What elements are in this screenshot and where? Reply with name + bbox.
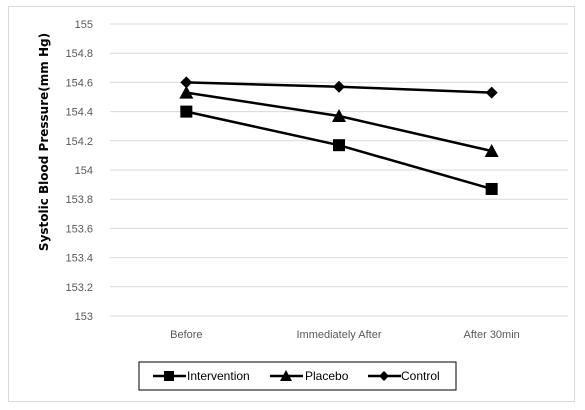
- y-tick-label: 154.2: [65, 136, 93, 148]
- grid-lines: [110, 23, 568, 317]
- x-tick-label: Before: [170, 329, 202, 341]
- y-tick-label: 153.6: [65, 223, 93, 235]
- legend-label-intervention: Intervention: [187, 369, 250, 383]
- y-tick-label: 154.6: [65, 77, 93, 89]
- legend-marker-intervention: [164, 371, 174, 381]
- x-tick-labels: Before Immediately After After 30min: [170, 329, 520, 341]
- legend: Intervention Placebo Control: [138, 361, 457, 391]
- y-axis-label: Systolic Blood Pressure(mm Hg): [37, 33, 51, 251]
- y-tick-label: 153: [75, 311, 93, 323]
- chart-frame: [8, 6, 575, 402]
- y-tick-label: 154.8: [65, 48, 93, 60]
- data-point-placebo: [484, 144, 499, 158]
- y-tick-label: 154.4: [65, 107, 93, 119]
- x-tick-label: Immediately After: [297, 329, 382, 341]
- legend-marker-placebo: [280, 370, 292, 381]
- y-tick-label: 153.2: [65, 282, 93, 294]
- legend-label-control: Control: [401, 369, 440, 383]
- data-point-placebo: [179, 85, 194, 99]
- y-tick-label: 153.4: [65, 253, 93, 265]
- data-point-intervention: [485, 182, 498, 195]
- series-group: [179, 76, 499, 195]
- y-tick-labels: 155 154.8 154.6 154.4 154.2 154 153.8 153.6 153.…: [65, 19, 93, 323]
- data-point-control: [333, 80, 345, 93]
- data-point-control: [485, 86, 498, 99]
- data-point-placebo: [332, 108, 346, 122]
- y-tick-label: 155: [75, 19, 93, 31]
- legend-label-placebo: Placebo: [305, 369, 349, 383]
- data-point-control: [180, 76, 193, 89]
- legend-marker-control: [379, 371, 389, 381]
- y-tick-label: 154: [75, 165, 93, 177]
- data-point-intervention: [180, 105, 193, 118]
- y-tick-label: 153.8: [65, 194, 93, 206]
- x-tick-label: After 30min: [464, 329, 520, 341]
- data-point-intervention: [333, 139, 345, 152]
